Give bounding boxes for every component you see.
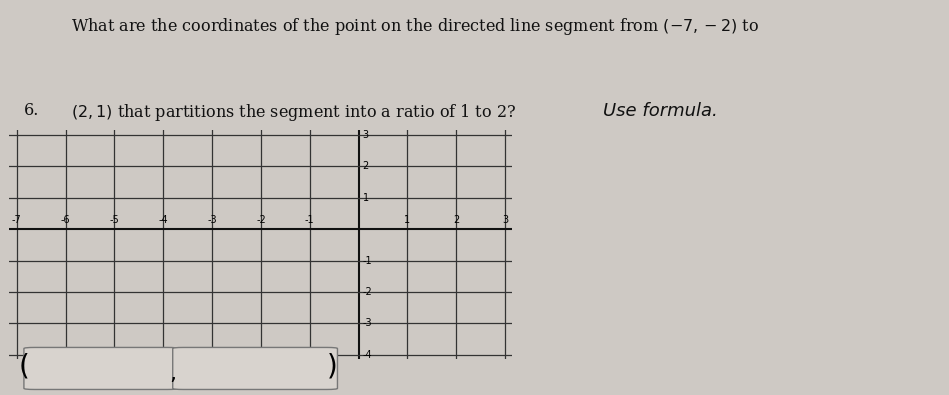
Text: -3: -3 [207,215,217,226]
Text: 2: 2 [363,162,369,171]
Text: -3: -3 [363,318,372,328]
Text: Use formula.: Use formula. [603,102,717,120]
Text: 6.: 6. [24,102,39,118]
Text: 3: 3 [363,130,368,140]
Text: -1: -1 [363,256,372,265]
Text: -1: -1 [305,215,315,226]
FancyBboxPatch shape [24,348,178,389]
Text: -6: -6 [61,215,70,226]
Text: 2: 2 [454,215,459,226]
Text: 1: 1 [363,193,368,203]
Text: -4: -4 [158,215,168,226]
Text: -4: -4 [363,350,372,360]
Text: 3: 3 [502,215,509,226]
Text: -5: -5 [109,215,120,226]
Text: $(2,1)$ that partitions the segment into a ratio of 1 to 2?: $(2,1)$ that partitions the segment into… [71,102,516,123]
FancyBboxPatch shape [173,348,338,389]
Text: -7: -7 [12,215,22,226]
Text: (: ( [19,352,29,380]
Text: -2: -2 [256,215,266,226]
Text: -2: -2 [363,287,372,297]
Text: ): ) [326,352,338,380]
Text: What are the coordinates of the point on the directed line segment from $(-7,-2): What are the coordinates of the point on… [71,16,759,37]
Text: ,: , [169,364,177,384]
Text: 1: 1 [404,215,411,226]
